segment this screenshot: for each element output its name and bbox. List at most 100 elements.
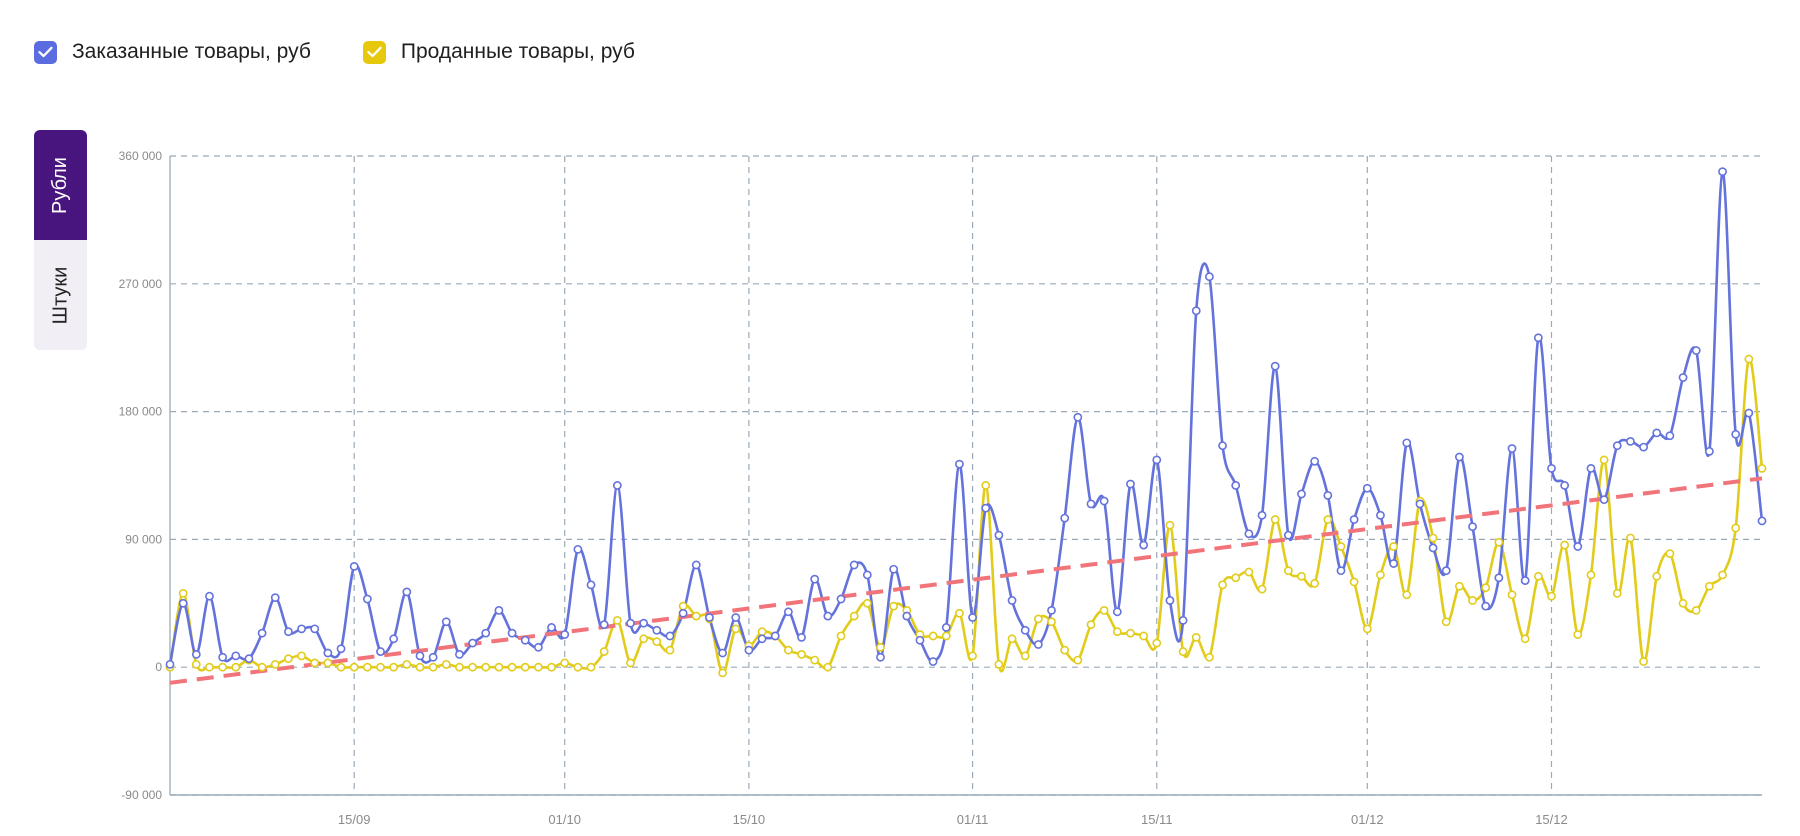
data-point-0	[639, 618, 649, 628]
data-point-1	[178, 588, 188, 598]
data-point-1	[1626, 533, 1635, 543]
data-point-0	[968, 613, 977, 622]
x-tick-label: 15/10	[733, 812, 766, 827]
data-point-1	[862, 598, 872, 608]
data-point-1	[810, 655, 820, 665]
data-point-0	[270, 593, 280, 603]
data-point-0	[1310, 456, 1320, 466]
data-point-1	[1297, 571, 1306, 581]
data-point-1	[1481, 583, 1491, 593]
data-point-1	[1257, 584, 1267, 594]
data-point-0	[1507, 444, 1517, 453]
data-point-0	[520, 635, 530, 645]
data-point-1	[284, 654, 293, 664]
data-point-0	[1533, 333, 1543, 343]
data-point-1	[1612, 588, 1622, 598]
data-point-0	[1178, 615, 1188, 625]
x-tick-label: 01/11	[957, 812, 989, 827]
data-point-0	[1691, 346, 1701, 355]
data-point-1	[1099, 606, 1109, 615]
data-point-0	[441, 617, 451, 627]
data-point-0	[678, 608, 688, 618]
data-point-1	[1191, 632, 1201, 642]
data-point-0	[1349, 515, 1359, 524]
data-point-0	[1744, 408, 1754, 418]
data-point-0	[1560, 481, 1570, 490]
chart-legend: Заказанные товары, руб Проданные товары,…	[34, 40, 635, 64]
data-point-0	[178, 598, 188, 608]
data-point-1	[376, 662, 385, 672]
data-point-0	[573, 544, 583, 554]
y-tick-label: 0	[155, 660, 162, 674]
data-point-0	[902, 611, 912, 621]
data-point-0	[1007, 596, 1017, 605]
tab-rubles[interactable]: Рубли	[34, 130, 87, 240]
data-point-0	[1323, 490, 1333, 500]
data-point-0	[362, 594, 372, 604]
data-point-0	[1639, 442, 1648, 452]
data-point-0	[757, 634, 767, 644]
data-point-1	[612, 615, 622, 625]
data-point-0	[994, 530, 1004, 540]
data-point-0	[1665, 431, 1675, 441]
data-point-0	[1020, 625, 1030, 635]
data-point-1	[1428, 533, 1438, 543]
data-point-1	[1560, 540, 1570, 550]
data-point-0	[1376, 510, 1385, 520]
data-point-0	[1599, 495, 1609, 505]
data-point-1	[1112, 627, 1122, 637]
data-point-1	[1454, 581, 1464, 591]
data-point-0	[1362, 483, 1372, 493]
data-point-0	[981, 503, 991, 513]
x-tick-label: 01/12	[1351, 812, 1384, 827]
data-point-0	[1060, 513, 1070, 523]
data-point-0	[1099, 496, 1109, 506]
data-point-1	[1494, 537, 1504, 547]
data-point-0	[1033, 640, 1043, 649]
data-point-1	[441, 659, 451, 669]
data-point-0	[494, 606, 504, 615]
data-point-1	[1507, 590, 1517, 600]
check-icon	[38, 46, 53, 58]
data-point-0	[415, 651, 425, 661]
data-point-0	[889, 564, 899, 574]
sold-checkbox[interactable]	[362, 40, 386, 64]
data-point-0	[1652, 428, 1662, 438]
data-point-1	[389, 662, 399, 672]
data-point-0	[1626, 437, 1635, 446]
data-point-0	[652, 625, 662, 635]
data-point-1	[1376, 570, 1385, 580]
data-point-1	[731, 624, 741, 634]
x-tick-label: 01/10	[548, 812, 581, 827]
data-point-1	[1639, 657, 1648, 666]
data-point-1	[1520, 634, 1530, 644]
legend-item-sold[interactable]: Проданные товары, руб	[362, 40, 635, 64]
data-point-0	[284, 627, 293, 637]
data-point-0	[1402, 438, 1412, 448]
data-point-1	[1205, 652, 1214, 662]
data-point-1	[823, 662, 833, 672]
data-point-1	[876, 642, 885, 652]
data-point-1	[1362, 624, 1372, 634]
data-point-0	[1612, 441, 1622, 451]
data-point-1	[1402, 590, 1412, 600]
data-point-0	[336, 644, 346, 654]
data-point-0	[705, 613, 714, 622]
data-point-1	[1468, 596, 1477, 605]
data-point-0	[810, 574, 820, 584]
data-point-1	[323, 658, 333, 668]
data-point-0	[244, 654, 254, 664]
data-point-0	[691, 560, 701, 570]
data-point-0	[599, 620, 609, 629]
data-point-1	[678, 601, 688, 611]
data-point-1	[1704, 581, 1714, 591]
tab-pieces[interactable]: Штуки	[34, 240, 87, 350]
data-point-0	[783, 607, 793, 617]
data-point-1	[218, 662, 228, 672]
ordered-checkbox[interactable]	[34, 40, 57, 64]
data-point-1	[1033, 614, 1043, 624]
data-point-1	[1678, 598, 1688, 608]
legend-label-sold: Проданные товары, руб	[400, 40, 635, 63]
y-tick-label: 360 000	[119, 149, 163, 163]
legend-item-ordered[interactable]: Заказанные товары, руб	[34, 40, 311, 64]
